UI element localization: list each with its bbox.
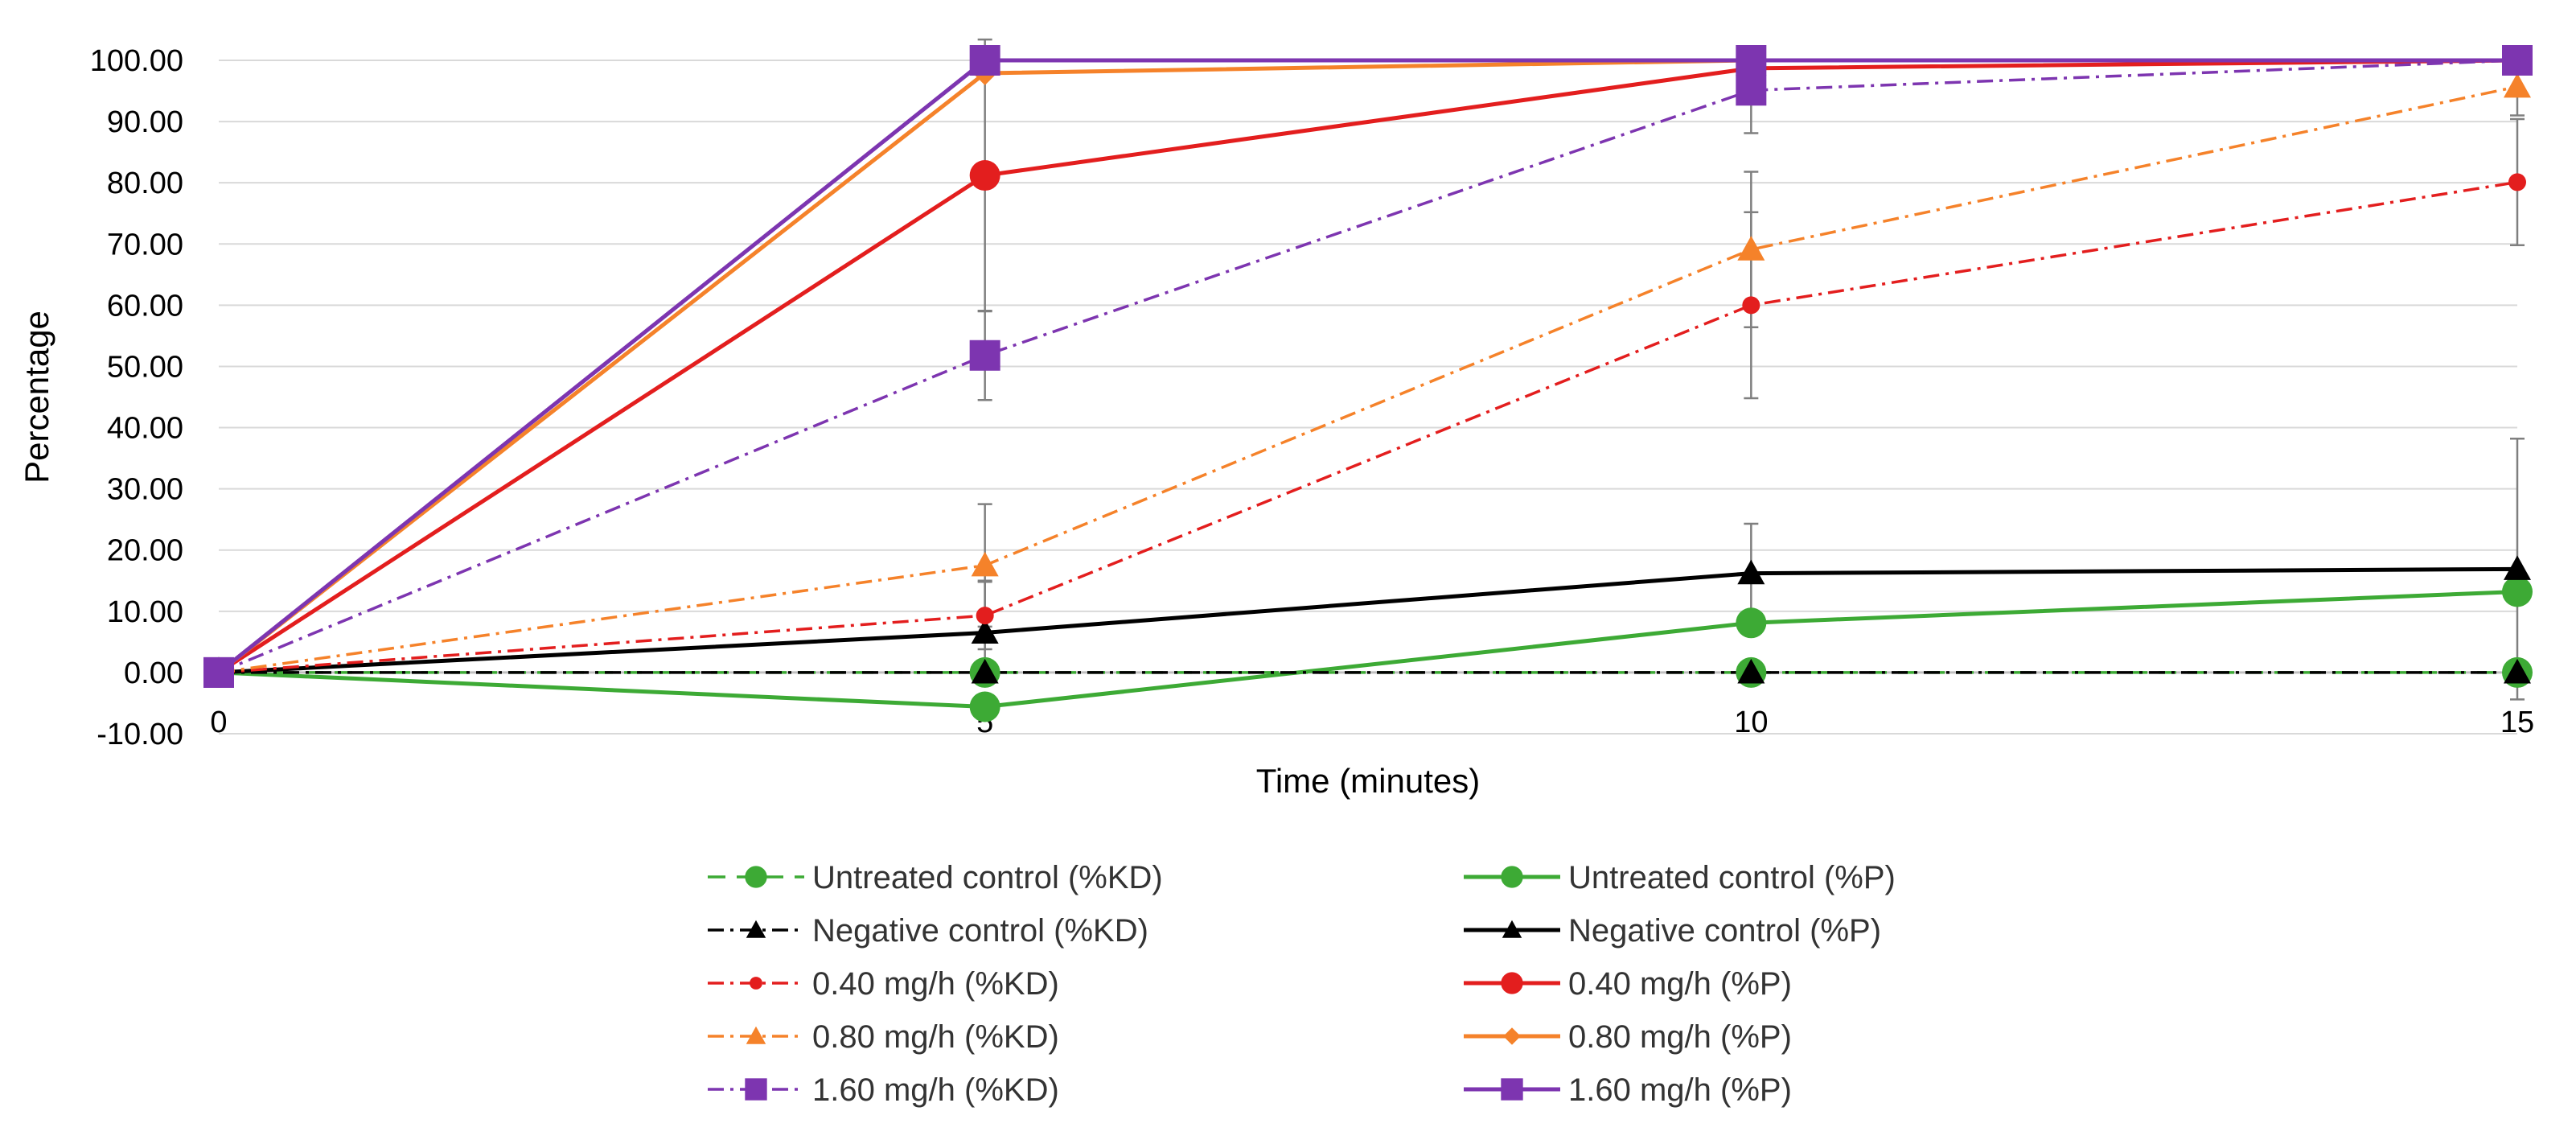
data-point — [969, 691, 1000, 722]
legend-swatch-marker — [746, 920, 766, 938]
y-tick-label: 70.00 — [107, 228, 183, 261]
data-point — [969, 160, 1000, 191]
x-axis-title: Time (minutes) — [1256, 762, 1480, 800]
legend-entry: 0.40 mg/h (%KD) — [708, 966, 1059, 1002]
legend-swatch-marker — [746, 1026, 766, 1044]
legend-label: Negative control (%P) — [1568, 913, 1881, 949]
data-point — [969, 45, 1000, 76]
y-tick-label: 0.00 — [124, 656, 183, 690]
legend-entry: 0.80 mg/h (%KD) — [708, 1019, 1059, 1055]
series-markers — [203, 45, 2533, 722]
data-point — [1736, 75, 1767, 106]
legend-entry: 1.60 mg/h (%P) — [1464, 1072, 1792, 1108]
legend-swatch-marker — [1502, 920, 1522, 938]
series-line — [218, 589, 2518, 710]
y-tick-label: 80.00 — [107, 167, 183, 200]
legend-label: 1.60 mg/h (%KD) — [812, 1072, 1059, 1108]
legend-label: 0.80 mg/h (%P) — [1568, 1019, 1792, 1055]
legend-entry: Untreated control (%KD) — [708, 860, 1163, 895]
data-point — [2504, 72, 2531, 98]
legend-swatch-marker — [1501, 866, 1523, 888]
series-line — [218, 59, 2518, 674]
legend-label: 0.80 mg/h (%KD) — [812, 1019, 1059, 1055]
legend-label: 0.40 mg/h (%P) — [1568, 966, 1792, 1002]
legend: Untreated control (%KD) Untreated control… — [708, 860, 1896, 1108]
legend-entry: 1.60 mg/h (%KD) — [708, 1072, 1059, 1108]
series-line — [217, 58, 2517, 674]
legend-label: Negative control (%KD) — [812, 913, 1148, 949]
data-point — [1737, 658, 1765, 684]
y-tick-label: 20.00 — [107, 534, 183, 568]
x-tick-label: 15 — [2500, 706, 2534, 739]
legend-entry: Untreated control (%P) — [1464, 860, 1896, 895]
data-point — [2504, 658, 2531, 684]
data-point — [1737, 559, 1765, 585]
series-line — [217, 58, 2518, 675]
data-point — [1736, 45, 1767, 76]
series-line — [218, 180, 2518, 674]
legend-swatch-marker — [1501, 972, 1523, 994]
y-axis-title: Percentage — [18, 311, 55, 484]
legend-entry: Negative control (%KD) — [708, 913, 1148, 949]
series-line — [218, 566, 2518, 675]
legend-entry: 0.40 mg/h (%P) — [1464, 966, 1792, 1002]
axes: -10.00 0.00 10.00 20.00 30.00 40.00 50.00 60.00… — [90, 44, 2534, 751]
data-point — [1737, 236, 1765, 261]
data-point — [1742, 296, 1760, 315]
legend-label: 0.40 mg/h (%KD) — [812, 966, 1059, 1002]
legend-swatch-marker — [745, 1078, 767, 1101]
legend-entry: 0.80 mg/h (%P) — [1464, 1019, 1792, 1055]
data-point — [976, 607, 994, 625]
data-point — [2508, 173, 2526, 191]
legend-entry: Negative control (%P) — [1464, 913, 1881, 949]
legend-swatch-marker — [1501, 1078, 1523, 1101]
data-point — [971, 551, 999, 577]
legend-label: 1.60 mg/h (%P) — [1568, 1072, 1792, 1108]
data-point — [203, 656, 234, 688]
legend-label: Untreated control (%P) — [1568, 860, 1896, 895]
legend-swatch-marker — [745, 866, 767, 888]
data-point — [1736, 607, 1767, 639]
y-tick-label: 40.00 — [107, 412, 183, 446]
y-tick-label: 100.00 — [90, 44, 183, 78]
y-tick-label: 50.00 — [107, 350, 183, 384]
x-tick-label: 0 — [210, 706, 227, 739]
y-tick-label: 30.00 — [107, 473, 183, 507]
data-point — [971, 619, 999, 644]
data-point — [2502, 576, 2533, 607]
data-point — [2502, 45, 2533, 76]
y-tick-label: 90.00 — [107, 105, 183, 139]
legend-swatch-marker — [750, 977, 762, 990]
series-lines — [217, 58, 2518, 710]
legend-label: Untreated control (%KD) — [812, 860, 1163, 895]
series-line — [218, 85, 2518, 674]
data-point — [2504, 555, 2531, 580]
y-tick-label: -10.00 — [97, 718, 183, 751]
data-point — [971, 658, 999, 684]
x-tick-label: 10 — [1734, 706, 1768, 739]
y-tick-label: 10.00 — [107, 595, 183, 629]
y-tick-label: 60.00 — [107, 289, 183, 323]
legend-swatch-marker — [1503, 1027, 1521, 1045]
data-point — [969, 340, 1000, 371]
